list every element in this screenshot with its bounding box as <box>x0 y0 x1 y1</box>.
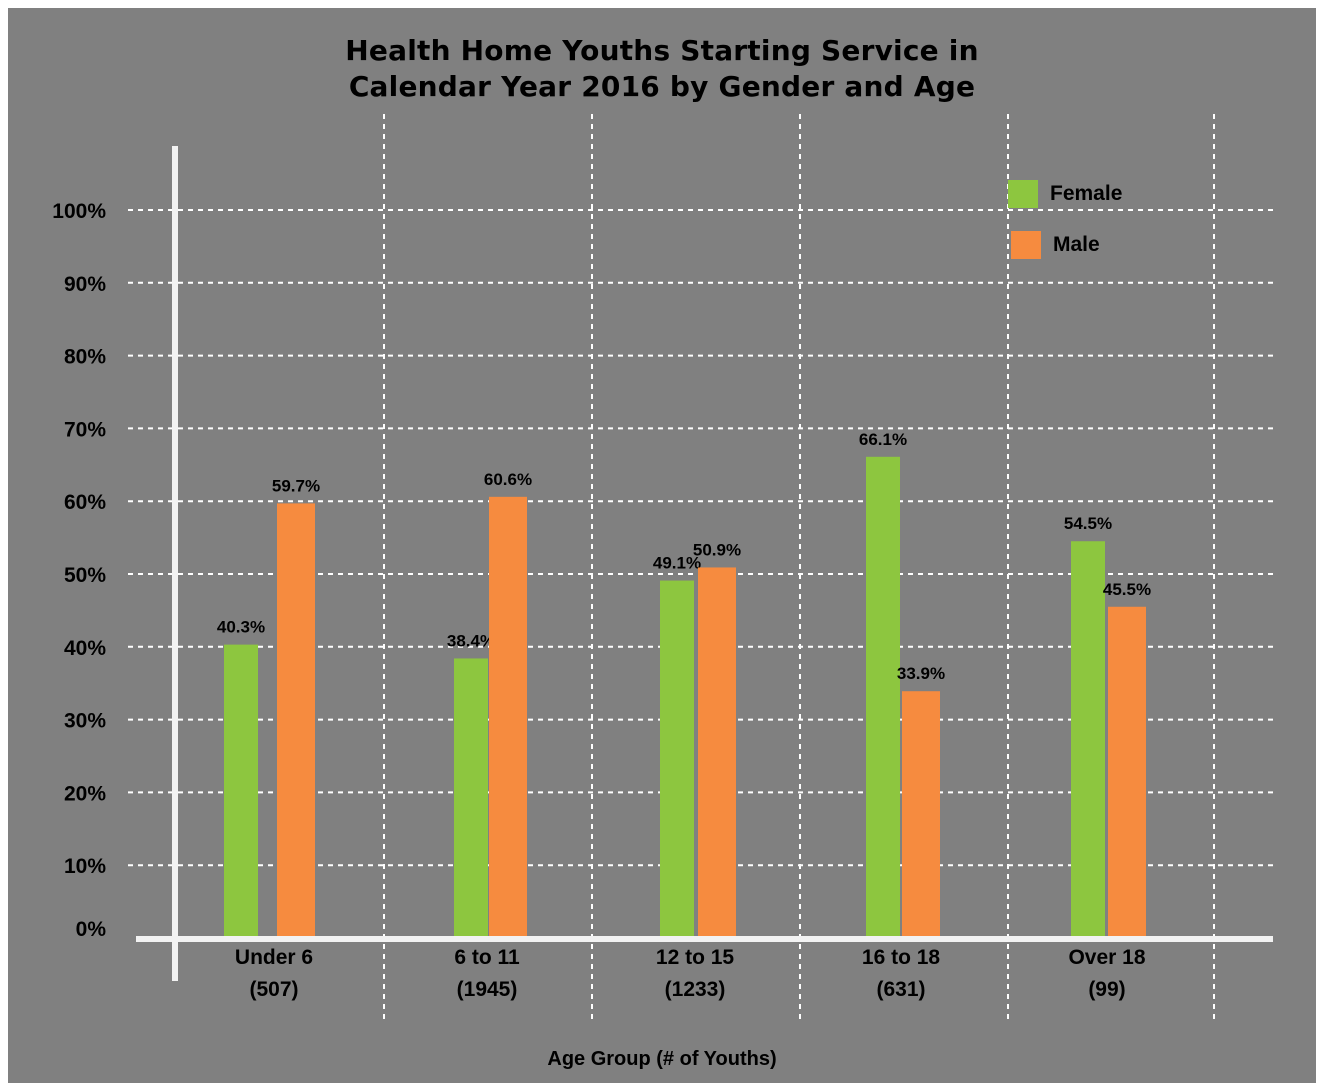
x-tick-count: (99) <box>1088 978 1125 1001</box>
legend-item-male: Male <box>1011 231 1100 259</box>
y-tick-label: 70% <box>64 418 106 441</box>
data-label-male-3: 33.9% <box>897 664 945 683</box>
legend-item-female: Female <box>1008 180 1122 208</box>
bar-male-1 <box>489 496 527 938</box>
x-tick-label: Over 18 <box>1068 946 1145 969</box>
x-axis-title: Age Group (# of Youths) <box>547 1048 777 1070</box>
y-tick-label: 40% <box>64 637 106 660</box>
legend-label-female: Female <box>1050 182 1123 205</box>
bar-male-2 <box>698 567 736 938</box>
x-axis-line <box>136 936 1273 942</box>
x-tick-label: 16 to 18 <box>862 946 941 969</box>
y-tick-label: 80% <box>64 346 106 369</box>
x-tick-label: 12 to 15 <box>656 946 735 969</box>
y-tick-label: 90% <box>64 273 106 296</box>
bar-female-1 <box>454 658 488 938</box>
y-tick-label: 50% <box>64 564 106 587</box>
bar-male-4 <box>1108 606 1146 938</box>
data-label-male-4: 45.5% <box>1103 580 1151 599</box>
x-tick-count: (1233) <box>665 978 726 1001</box>
x-tick-count: (631) <box>876 978 925 1001</box>
bar-female-2 <box>660 580 694 938</box>
chart-title-line-1: Health Home Youths Starting Service in <box>345 34 979 67</box>
y-tick-label: 20% <box>64 782 106 805</box>
data-label-female-4: 54.5% <box>1064 514 1112 533</box>
bar-female-3 <box>866 456 900 938</box>
x-tick-label: 6 to 11 <box>454 946 520 969</box>
y-tick-label: 30% <box>64 710 106 733</box>
data-label-female-3: 66.1% <box>859 430 907 449</box>
bar-male-3 <box>902 691 940 938</box>
bar-male-0 <box>277 503 315 938</box>
y-tick-label: 0% <box>76 918 107 941</box>
legend-label-male: Male <box>1053 233 1100 256</box>
data-label-female-2: 49.1% <box>653 554 701 573</box>
data-label-male-2: 50.9% <box>693 540 741 559</box>
bar-female-0 <box>224 644 258 938</box>
bar-female-4 <box>1071 541 1105 938</box>
data-label-male-1: 60.6% <box>484 470 532 489</box>
chart-frame: Health Home Youths Starting Service in C… <box>8 8 1316 1083</box>
data-label-female-0: 40.3% <box>217 618 265 637</box>
y-axis-line <box>172 146 178 981</box>
x-tick-count: (1945) <box>457 978 518 1001</box>
bar-chart: 0% 10% 20% 30% 40% 50% 60% 70% 80% 90% 100% 40.3% 38… <box>52 114 1273 1023</box>
data-label-female-1: 38.4% <box>447 631 495 650</box>
y-tick-label: 100% <box>52 200 106 223</box>
data-label-male-0: 59.7% <box>272 476 320 495</box>
legend-swatch-male <box>1011 231 1041 259</box>
legend-swatch-female <box>1008 180 1038 208</box>
chart-title-line-2: Calendar Year 2016 by Gender and Age <box>348 70 976 103</box>
x-tick-label: Under 6 <box>235 946 313 969</box>
y-tick-label: 60% <box>64 491 106 514</box>
x-tick-count: (507) <box>249 978 298 1001</box>
y-tick-label: 10% <box>64 855 106 878</box>
